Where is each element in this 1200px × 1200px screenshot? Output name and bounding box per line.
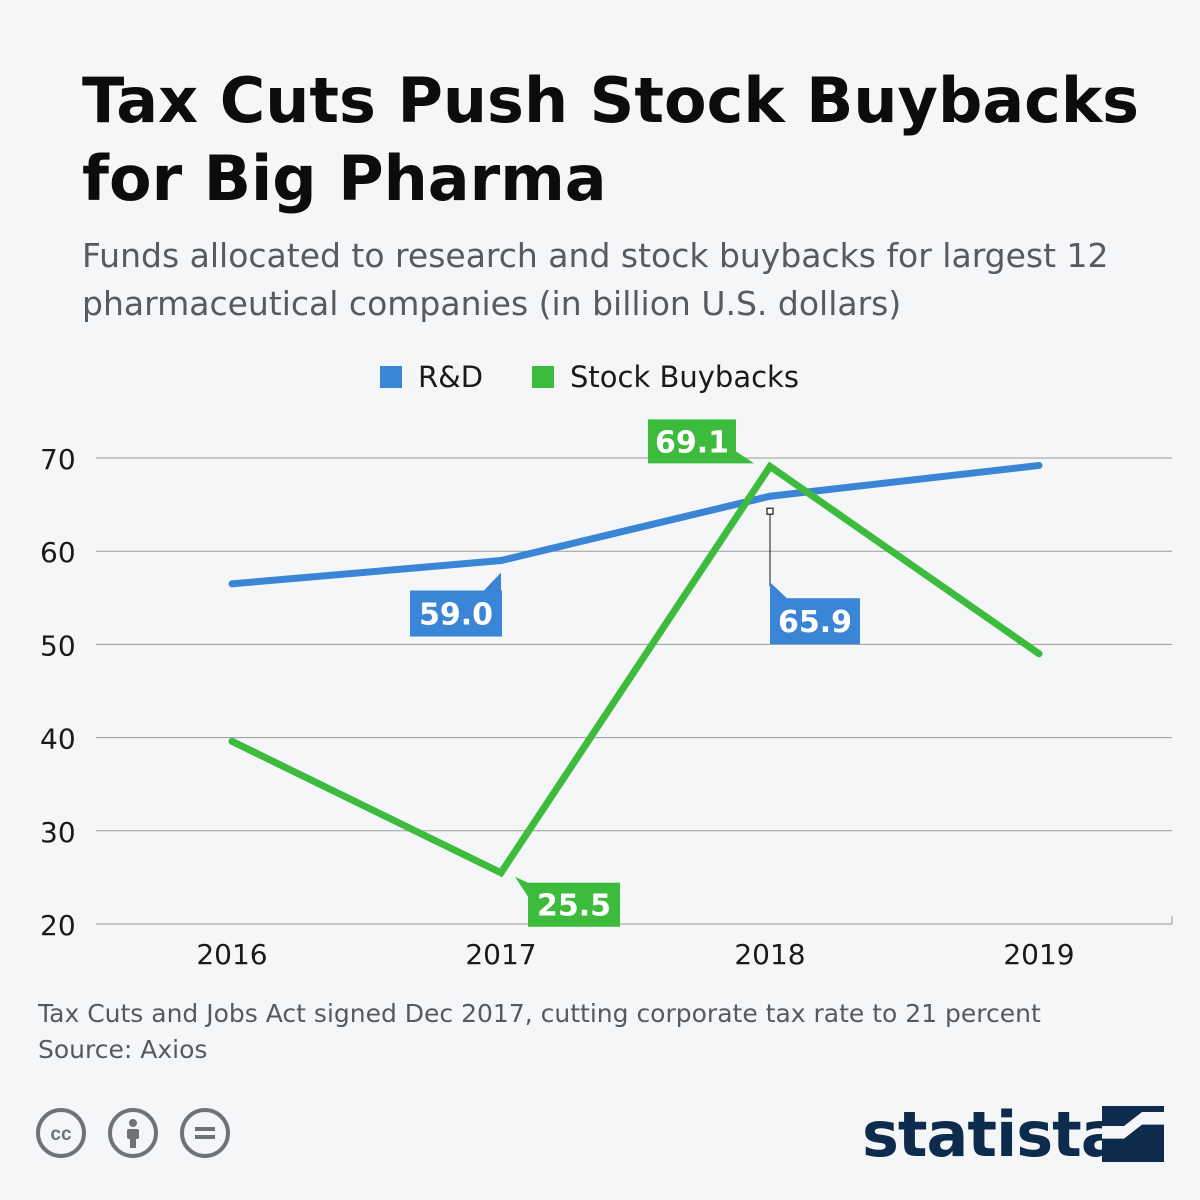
footnote: Tax Cuts and Jobs Act signed Dec 2017, c…	[38, 999, 1041, 1028]
rd-label-2017-box	[410, 590, 502, 637]
legend-swatch	[380, 366, 402, 388]
buybacks-label-2018-pointer	[736, 451, 754, 464]
y-tick-label: 20	[40, 909, 76, 942]
rd-label-2018-box	[770, 598, 860, 645]
rd-line	[231, 461, 1040, 588]
chart-subtitle: Funds allocated to research and stock bu…	[82, 236, 1109, 323]
buybacks-line	[230, 461, 1042, 878]
buybacks-label-2017: 25.5	[537, 889, 611, 924]
buybacks-label-2017-box	[528, 882, 620, 927]
buybacks-point	[1035, 650, 1043, 658]
x-tick-label: 2019	[1003, 938, 1074, 971]
legend-label: R&D	[418, 360, 483, 394]
x-tick-label: 2017	[465, 938, 536, 971]
rd-2018-marker	[766, 507, 774, 515]
y-tick-label: 50	[40, 629, 76, 662]
y-tick-label: 30	[40, 816, 76, 849]
x-tick-label: 2016	[196, 938, 267, 971]
statista-logo[interactable]: statista	[862, 1098, 1123, 1171]
rd-point	[497, 557, 505, 565]
y-tick-label: 40	[40, 723, 76, 756]
legend-label: Stock Buybacks	[570, 360, 799, 394]
buybacks-point	[228, 737, 236, 745]
buybacks-label-2018: 69.1	[655, 425, 729, 460]
buybacks-label-2017-tail	[515, 876, 528, 897]
chart-notes: Tax Cuts and Jobs Act signed Dec 2017, c…	[38, 996, 1041, 1068]
svg-text:cc: cc	[50, 1124, 72, 1145]
y-tick-label: 60	[40, 536, 76, 569]
x-tick-label: 2018	[734, 938, 805, 971]
accent-bar-green	[36, 72, 50, 318]
buybacks-point	[766, 462, 774, 470]
buybacks-point	[497, 869, 505, 877]
cc-icon[interactable]: cc	[36, 1108, 86, 1158]
legend-swatch	[532, 366, 554, 388]
attribution-icon[interactable]	[108, 1108, 158, 1158]
chart-title: Tax Cuts Push Stock Buybacks for Big Pha…	[82, 64, 1140, 215]
buybacks-label-2018-box	[648, 419, 736, 464]
y-tick-label: 70	[40, 443, 76, 476]
statista-logo-mark	[1102, 1106, 1164, 1162]
rd-label-2017-pointer	[483, 572, 501, 592]
rd-label-2018-pointer	[770, 582, 788, 600]
source-note: Source: Axios	[38, 1035, 208, 1064]
rd-point	[228, 580, 236, 588]
rd-point	[766, 492, 774, 500]
rd-point	[1035, 461, 1043, 469]
rd-label-2018: 65.9	[778, 605, 852, 640]
no-derivatives-icon[interactable]	[180, 1108, 230, 1158]
accent-bar-blue	[50, 72, 64, 318]
line-chart: 20 30 40 50 60 70 2016 2017 2018 2019 R&D Stock Buy…	[40, 360, 1173, 971]
rd-label-2017: 59.0	[419, 598, 493, 633]
